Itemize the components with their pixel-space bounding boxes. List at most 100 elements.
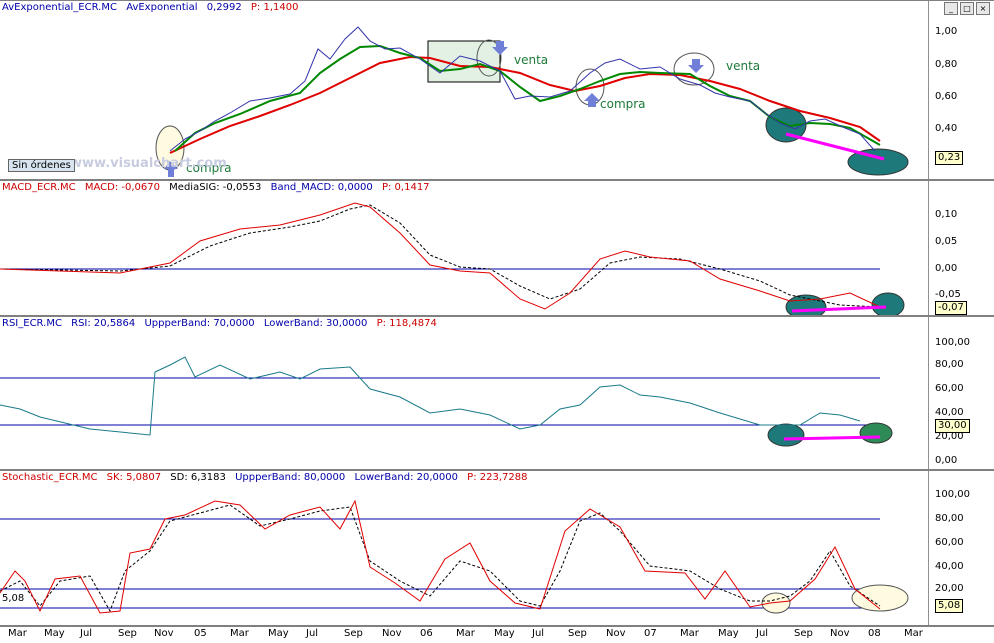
stoch-header-1: SK: 5,0807	[106, 472, 162, 483]
down-arrow-icon	[492, 41, 508, 55]
x-label: May	[494, 628, 515, 639]
macd-signal-line	[0, 204, 881, 308]
rsi-value-box: 30,00	[935, 419, 970, 433]
venta-label-1: venta	[514, 53, 549, 67]
x-label: Jul	[306, 628, 319, 639]
price-header: AvExponential_ECR.MC AvExponential 0,299…	[2, 2, 304, 14]
slow-average-line	[169, 55, 881, 154]
stoch-header-2: SD: 6,3183	[170, 472, 226, 483]
macd-tick: 0,05	[935, 236, 958, 247]
close-button[interactable]: ×	[976, 2, 990, 15]
stoch-tick: 100,00	[935, 489, 970, 500]
up-arrow-icon	[584, 93, 600, 107]
stoch-value-box: 5,08	[935, 599, 964, 613]
venta-label-2: venta	[726, 59, 761, 73]
rsi-header-0: RSI_ECR.MC	[2, 318, 62, 329]
price-tick: 1,00	[935, 26, 958, 37]
rsi-tick: 60,00	[935, 383, 964, 394]
x-label: Sep	[344, 628, 363, 639]
macd-header-2: MediaSIG: -0,0553	[169, 182, 262, 193]
teal-ellipse-4	[871, 292, 905, 315]
maximize-button[interactable]: □	[960, 2, 974, 15]
price-value-box: 0,23	[935, 151, 964, 165]
price-tick: 0,60	[935, 91, 958, 102]
venta-ellipse-1	[476, 39, 502, 77]
minimize-button[interactable]: _	[944, 2, 958, 15]
rsi-plot[interactable]	[0, 317, 928, 470]
rsi-header-1: RSI: 20,5864	[71, 318, 136, 329]
stoch-header-0: Stochastic_ECR.MC	[2, 472, 98, 483]
stoch-left-label: 5,08	[2, 593, 25, 604]
time-axis: Mar May Jul Sep Nov 05 Mar May Jul Sep N…	[0, 626, 994, 643]
stochastic-panel[interactable]: Stochastic_ECR.MC SK: 5,0807 SD: 6,3183 …	[0, 470, 994, 626]
x-label: Sep	[118, 628, 137, 639]
x-label: Jul	[756, 628, 769, 639]
down-arrow-icon	[688, 59, 704, 73]
rsi-header: RSI_ECR.MC RSI: 20,5864 UppperBand: 70,0…	[2, 318, 443, 330]
compra-label-1: compra	[186, 161, 232, 175]
x-label: 08	[868, 628, 881, 639]
price-header-2: 0,2992	[206, 2, 242, 13]
teal-ellipse-5	[767, 423, 805, 447]
x-label: Sep	[568, 628, 587, 639]
stoch-tick: 80,00	[935, 513, 964, 524]
x-label: 07	[644, 628, 657, 639]
x-label: Nov	[382, 628, 402, 639]
x-label: May	[44, 628, 65, 639]
macd-line	[0, 202, 881, 310]
macd-header-4: P: 0,1417	[381, 182, 430, 193]
price-header-1: AvExponential	[126, 2, 198, 13]
x-label: May	[268, 628, 289, 639]
x-label: Nov	[154, 628, 174, 639]
macd-header-3: Band_MACD: 0,0000	[270, 182, 373, 193]
magenta-trendline	[783, 435, 881, 441]
price-axis: 1,00 0,80 0,60 0,40 0,23	[928, 1, 994, 179]
rsi-tick: 20,00	[935, 431, 964, 442]
rsi-tick: 80,00	[935, 359, 964, 370]
x-label: Mar	[680, 628, 699, 639]
x-label: Mar	[230, 628, 249, 639]
rsi-tick: 40,00	[935, 407, 964, 418]
up-arrow-icon	[164, 161, 178, 177]
stoch-plot[interactable]	[0, 471, 928, 626]
price-tick: 0,80	[935, 59, 958, 70]
x-label: Sep	[794, 628, 813, 639]
rsi-header-3: LowerBand: 30,0000	[263, 318, 368, 329]
stoch-header-4: LowerBand: 20,0000	[354, 472, 458, 483]
macd-tick: 0,00	[935, 263, 958, 274]
macd-value-box: -0,07	[935, 301, 967, 315]
price-plot[interactable]	[0, 1, 928, 180]
x-label: Mar	[904, 628, 923, 639]
teal-ellipse-2	[847, 148, 909, 176]
stoch-ellipse-1	[761, 592, 791, 614]
macd-header: MACD_ECR.MC MACD: -0,0670 MediaSIG: -0,0…	[2, 182, 436, 194]
magenta-trendline	[785, 132, 885, 161]
macd-panel[interactable]: MACD_ECR.MC MACD: -0,0670 MediaSIG: -0,0…	[0, 180, 994, 316]
macd-axis: 0,10 0,05 0,00 -0,05 -0,07	[928, 181, 994, 315]
stoch-tick: 40,00	[935, 561, 964, 572]
stoch-header-5: P: 223,7288	[467, 472, 528, 483]
rsi-line	[0, 356, 861, 436]
macd-plot[interactable]	[0, 181, 928, 316]
stoch-axis: 100,00 80,00 60,00 40,00 20,00 5,08	[928, 471, 994, 625]
stoch-header-3: UppperBand: 80,0000	[235, 472, 346, 483]
price-tick: 0,40	[935, 123, 958, 134]
rsi-header-2: UppperBand: 70,0000	[144, 318, 255, 329]
rsi-panel[interactable]: RSI_ECR.MC RSI: 20,5864 UppperBand: 70,0…	[0, 316, 994, 470]
x-label: Mar	[456, 628, 475, 639]
stoch-header: Stochastic_ECR.MC SK: 5,0807 SD: 6,3183 …	[2, 472, 533, 484]
window-buttons: _ □ ×	[944, 2, 990, 15]
macd-header-0: MACD_ECR.MC	[2, 182, 76, 193]
price-panel[interactable]: AvExponential_ECR.MC AvExponential 0,299…	[0, 0, 994, 180]
macd-tick: 0,10	[935, 209, 958, 220]
rsi-tick: 100,00	[935, 337, 970, 348]
x-label: 05	[194, 628, 207, 639]
stoch-sk-line	[0, 499, 881, 614]
x-label: Nov	[830, 628, 850, 639]
watermark: www.visualchart.com	[70, 156, 227, 171]
x-label: 06	[420, 628, 433, 639]
price-header-0: AvExponential_ECR.MC	[2, 2, 117, 13]
sin-ordenes-button[interactable]: Sin órdenes	[8, 159, 75, 172]
green-ellipse	[859, 422, 893, 444]
rsi-axis: 100,00 80,00 60,00 40,00 30,00 20,00 0,0…	[928, 317, 994, 469]
